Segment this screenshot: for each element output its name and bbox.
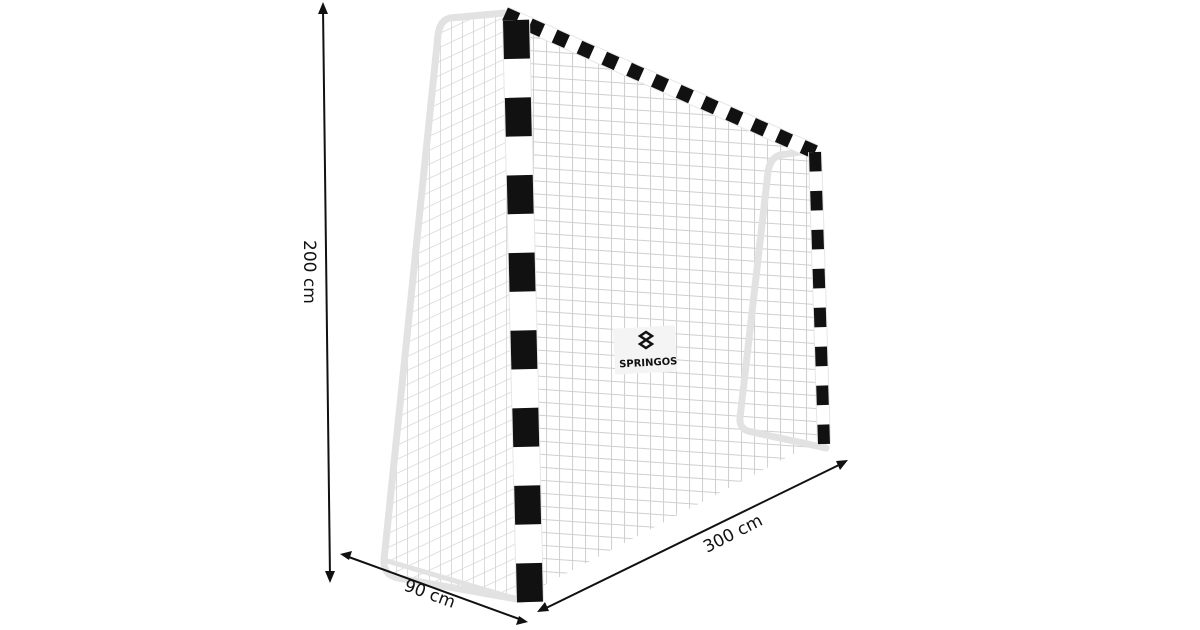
stripe: [503, 19, 530, 60]
height-arrow: [322, 7, 331, 578]
stripe: [700, 95, 719, 115]
stripe: [813, 307, 827, 328]
stripe: [815, 346, 828, 367]
stripe: [810, 190, 823, 211]
height-label: 200 cm: [299, 240, 319, 304]
right-post: [808, 151, 831, 445]
stripe: [799, 140, 818, 159]
stripe: [506, 174, 534, 215]
stripe: [508, 252, 536, 292]
stripe: [510, 330, 538, 370]
stripe: [502, 7, 521, 26]
stripe: [750, 118, 769, 137]
stripe: [650, 73, 670, 93]
back-frame: [380, 9, 830, 604]
svg-text:SPRINGOS: SPRINGOS: [619, 356, 678, 370]
stripe: [626, 62, 645, 82]
stripe: [812, 268, 826, 289]
stripe: [576, 40, 595, 60]
stripe: [526, 18, 546, 37]
stripe: [504, 97, 532, 137]
stripe: [811, 229, 824, 250]
stripe: [551, 29, 570, 48]
stripe: [514, 485, 542, 525]
stripe: [725, 106, 744, 126]
back-net: [520, 22, 820, 590]
width-arrow: [541, 462, 844, 611]
depth-arrow: [345, 555, 523, 621]
stripe: [816, 385, 829, 406]
springos-logo-icon: [637, 330, 655, 350]
crossbar: [501, 6, 819, 160]
stripe: [516, 562, 543, 603]
left-post: [502, 19, 544, 603]
dimension-height: 200 cm: [299, 2, 335, 583]
stripe: [675, 84, 694, 104]
stripe: [601, 51, 620, 71]
stripe: [809, 151, 822, 172]
stripe: [817, 424, 830, 445]
brand-logo: SPRINGOS: [612, 325, 678, 375]
stripe: [512, 407, 540, 448]
stripe: [774, 129, 794, 148]
